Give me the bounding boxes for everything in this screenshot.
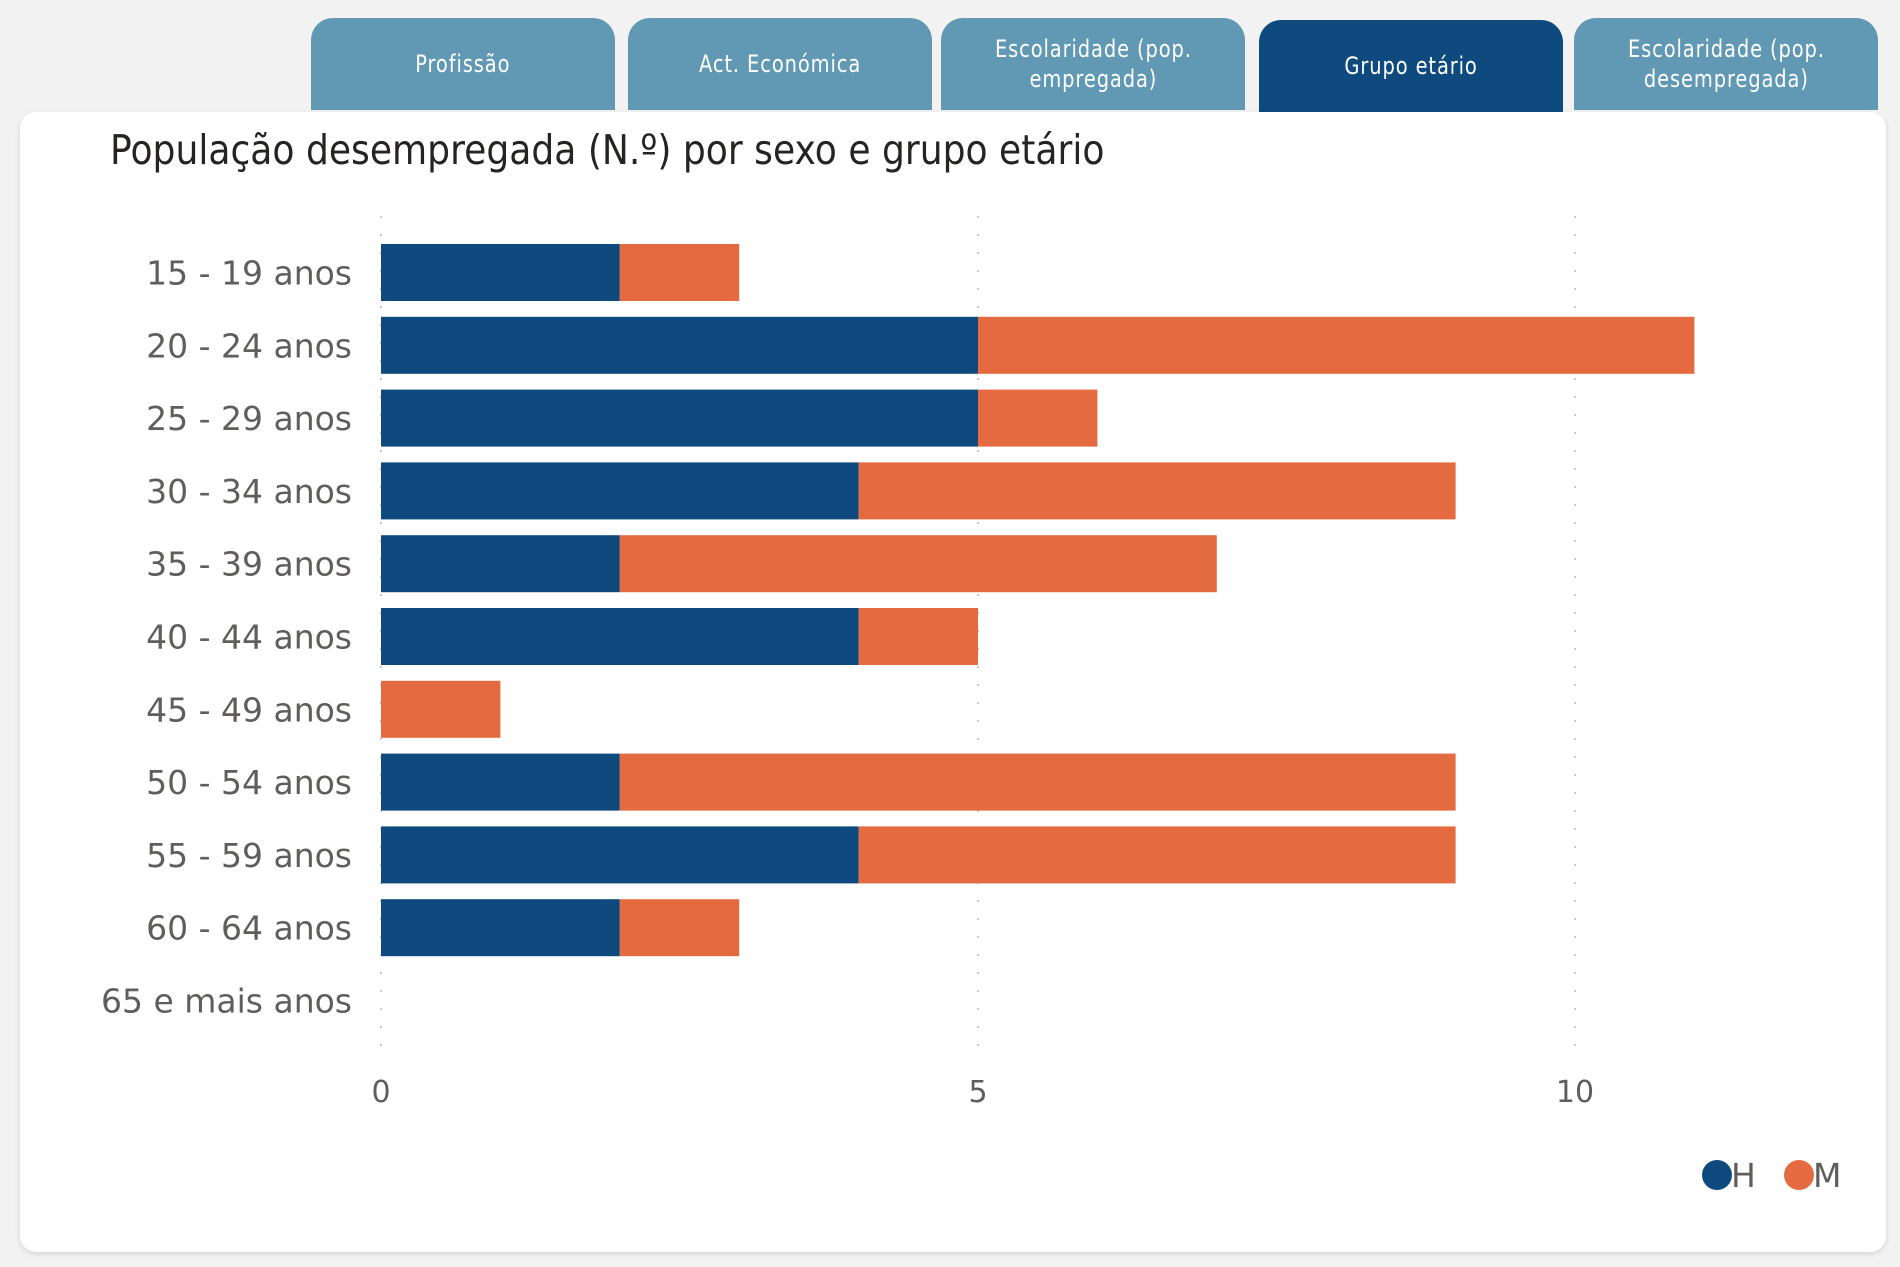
bar-m	[858, 826, 1456, 884]
chart-title: População desempregada (N.º) por sexo e …	[110, 126, 1105, 174]
category-label: 60 - 64 anos	[146, 909, 352, 948]
tab-profissao[interactable]: Profissão	[311, 18, 615, 110]
legend-label: H	[1731, 1156, 1756, 1195]
bar-m	[858, 608, 978, 665]
tab-escolaridade-desempregada[interactable]: Escolaridade (pop. desempregada)	[1574, 18, 1878, 110]
bar-h	[381, 753, 620, 811]
category-label: 30 - 34 anos	[146, 472, 352, 511]
bar-h	[381, 535, 620, 593]
category-label: 55 - 59 anos	[146, 836, 352, 875]
x-tick-label: 5	[968, 1075, 987, 1110]
category-label: 20 - 24 anos	[146, 326, 352, 365]
category-label: 25 - 29 anos	[146, 399, 352, 438]
legend-label: M	[1813, 1156, 1841, 1195]
bar-m	[381, 680, 501, 738]
tab-label: Escolaridade (pop. empregada)	[994, 35, 1192, 93]
tab-label: Act. Económica	[698, 50, 862, 78]
category-label: 40 - 44 anos	[146, 618, 352, 657]
category-label: 50 - 54 anos	[146, 763, 352, 802]
tab-label: Escolaridade (pop. desempregada)	[1627, 35, 1825, 93]
x-tick-label: 0	[371, 1075, 390, 1110]
legend-dot-m-icon	[1784, 1160, 1814, 1190]
x-tick-label: 10	[1556, 1075, 1594, 1110]
tab-escolaridade-empregada[interactable]: Escolaridade (pop. empregada)	[941, 18, 1245, 110]
bar-m	[858, 462, 1456, 520]
bar-h	[381, 316, 978, 374]
category-label: 45 - 49 anos	[146, 690, 352, 729]
tab-grupo-etario[interactable]: Grupo etário	[1259, 20, 1563, 112]
bar-chart: 0 5 10 15 - 19 anos 20 - 24 anos 25 - 29 anos…	[101, 216, 1841, 1195]
bar-m	[619, 535, 1217, 593]
bar-h	[381, 462, 859, 520]
tab-act-economica[interactable]: Act. Económica	[628, 18, 932, 110]
bar-h	[381, 608, 859, 665]
bar-m	[619, 753, 1456, 811]
category-label: 65 e mais anos	[101, 982, 352, 1021]
category-label: 15 - 19 anos	[146, 254, 352, 293]
category-label: 35 - 39 anos	[146, 545, 352, 584]
tab-label: Grupo etário	[1344, 52, 1478, 80]
chart-card: População desempregada (N.º) por sexo e …	[20, 112, 1886, 1252]
tab-bar: Profissão Act. Económica Escolaridade (p…	[0, 0, 1900, 112]
legend-dot-h-icon	[1702, 1160, 1732, 1190]
tab-label: Profissão	[415, 50, 511, 78]
bar-h	[381, 899, 620, 957]
bar-m	[619, 244, 740, 301]
bar-m	[978, 389, 1098, 447]
bar-h	[381, 244, 620, 301]
bar-h	[381, 389, 978, 447]
bar-h	[381, 826, 859, 884]
bar-m	[619, 899, 740, 957]
bar-m	[978, 316, 1695, 374]
